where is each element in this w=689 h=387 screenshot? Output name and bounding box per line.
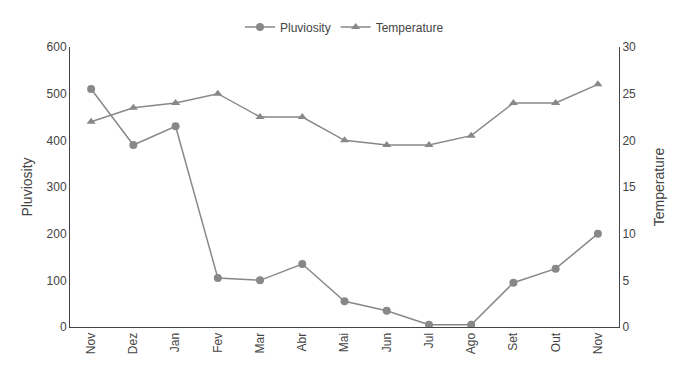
svg-text:0: 0 bbox=[60, 320, 67, 334]
svg-text:Fev: Fev bbox=[211, 333, 225, 353]
svg-text:Nov: Nov bbox=[84, 333, 98, 354]
svg-text:Jun: Jun bbox=[380, 333, 394, 352]
svg-text:Mai: Mai bbox=[337, 333, 351, 352]
svg-text:Temperature: Temperature bbox=[376, 21, 444, 35]
svg-text:100: 100 bbox=[47, 274, 67, 288]
svg-text:Mar: Mar bbox=[253, 333, 267, 354]
svg-text:Out: Out bbox=[549, 332, 563, 352]
svg-text:300: 300 bbox=[47, 180, 67, 194]
svg-text:30: 30 bbox=[622, 40, 636, 54]
svg-text:20: 20 bbox=[622, 134, 636, 148]
svg-text:Dez: Dez bbox=[126, 333, 140, 354]
svg-text:Jul: Jul bbox=[422, 333, 436, 348]
svg-text:Jan: Jan bbox=[168, 333, 182, 352]
svg-text:Nov: Nov bbox=[591, 333, 605, 354]
svg-text:Pluviosity: Pluviosity bbox=[280, 21, 331, 35]
svg-text:15: 15 bbox=[622, 180, 636, 194]
svg-text:5: 5 bbox=[622, 274, 629, 288]
svg-text:Temperature: Temperature bbox=[651, 147, 667, 226]
svg-text:200: 200 bbox=[47, 227, 67, 241]
svg-text:Set: Set bbox=[506, 332, 520, 351]
svg-text:500: 500 bbox=[47, 87, 67, 101]
svg-text:400: 400 bbox=[47, 134, 67, 148]
svg-text:600: 600 bbox=[47, 40, 67, 54]
svg-text:10: 10 bbox=[622, 227, 636, 241]
svg-text:0: 0 bbox=[622, 320, 629, 334]
svg-text:Ago: Ago bbox=[464, 332, 478, 354]
svg-text:25: 25 bbox=[622, 87, 636, 101]
svg-text:Pluviosity: Pluviosity bbox=[19, 157, 35, 216]
svg-text:Abr: Abr bbox=[295, 333, 309, 352]
